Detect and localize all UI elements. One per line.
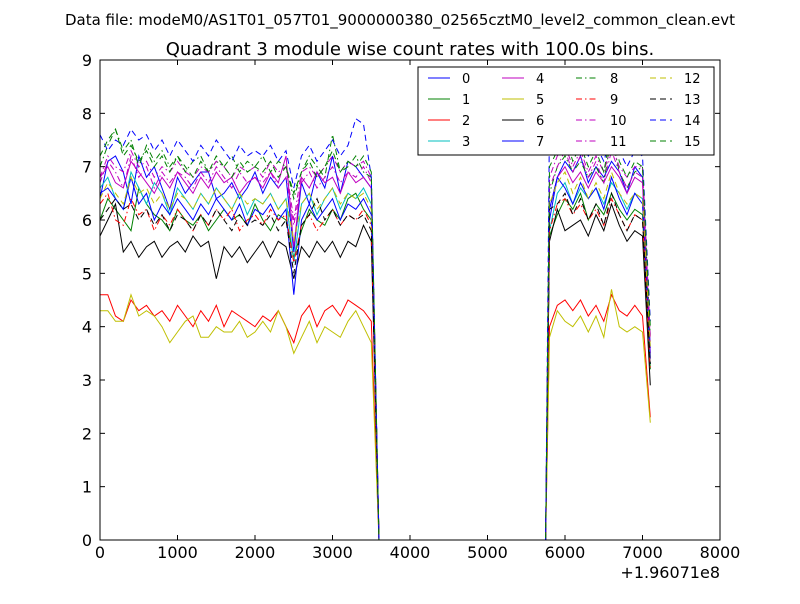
legend-label-1: 1: [462, 93, 470, 108]
legend-label-9: 9: [610, 93, 618, 108]
x-tick-label: 1000: [157, 543, 198, 562]
x-tick-label: 3000: [312, 543, 353, 562]
x-tick-label: 2000: [235, 543, 276, 562]
series-line-2: [100, 293, 651, 540]
legend-label-4: 4: [536, 72, 544, 87]
y-tick-label: 3: [82, 371, 92, 390]
legend-label-13: 13: [684, 93, 701, 108]
x-tick-label: 5000: [467, 543, 508, 562]
figure-suptitle: Data file: modeM0/AS1T01_057T01_90000003…: [65, 11, 735, 30]
y-tick-label: 2: [82, 424, 92, 443]
y-tick-label: 6: [82, 211, 92, 230]
legend-label-5: 5: [536, 93, 544, 108]
series-line-15: [100, 128, 651, 540]
legend-label-15: 15: [684, 135, 701, 150]
legend-label-8: 8: [610, 72, 618, 87]
y-tick-label: 0: [82, 531, 92, 550]
legend-label-3: 3: [462, 135, 470, 150]
legend-label-10: 10: [610, 114, 627, 129]
y-tick-label: 8: [82, 104, 92, 123]
legend-label-0: 0: [462, 72, 470, 87]
y-tick-label: 7: [82, 158, 92, 177]
series-line-1: [100, 186, 651, 540]
series-line-7: [100, 175, 651, 540]
x-axis-offset-label: +1.96071e8: [620, 563, 720, 582]
x-tick-label: 4000: [390, 543, 431, 562]
legend-label-7: 7: [536, 135, 544, 150]
series-line-12: [100, 170, 651, 540]
legend-label-14: 14: [684, 114, 701, 129]
x-tick-label: 7000: [622, 543, 663, 562]
y-tick-label: 1: [82, 478, 92, 497]
series-line-6: [100, 202, 651, 540]
series-line-11: [100, 143, 651, 540]
x-tick-label: 6000: [545, 543, 586, 562]
series-line-8: [100, 128, 651, 540]
legend-label-2: 2: [462, 114, 470, 129]
chart-title: Quadrant 3 module wise count rates with …: [166, 39, 655, 60]
series-line-9: [100, 192, 651, 540]
legend-box: [417, 66, 715, 156]
y-tick-label: 5: [82, 264, 92, 283]
series-line-14: [100, 117, 651, 540]
series-line-5: [100, 289, 651, 540]
series-line-10: [100, 148, 651, 540]
legend-label-12: 12: [684, 72, 701, 87]
x-tick-label: 8000: [700, 543, 741, 562]
y-tick-label: 4: [82, 318, 92, 337]
series-line-13: [100, 191, 651, 540]
legend-label-6: 6: [536, 114, 544, 129]
series-line-4: [100, 155, 651, 540]
x-tick-label: 0: [95, 543, 105, 562]
axis-ticks: 0 1000 2000 3000 4000 5000 6000 7000 80000123456…: [82, 51, 741, 562]
y-tick-label: 9: [82, 51, 92, 70]
legend-label-11: 11: [610, 135, 627, 150]
